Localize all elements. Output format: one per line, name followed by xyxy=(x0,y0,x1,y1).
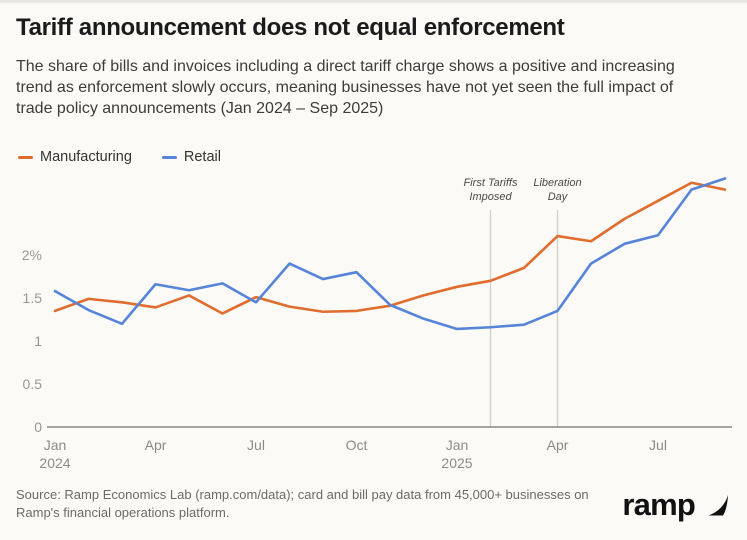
x-tick-label: Jan 2025 xyxy=(441,437,473,471)
y-tick-label: 0.5 xyxy=(22,376,42,392)
legend-label: Manufacturing xyxy=(40,149,132,165)
x-tick-label: Apr xyxy=(144,437,167,453)
series-line-retail xyxy=(53,177,727,331)
y-tick-label: 1 xyxy=(34,333,42,349)
manufacturing-line-swatch-icon xyxy=(18,155,33,159)
x-tick-label: Jul xyxy=(247,437,265,453)
header: Tariff announcement does not equal enfor… xyxy=(16,14,728,119)
x-tick-label: Oct xyxy=(345,437,368,453)
window-top-edge xyxy=(0,0,747,3)
annotation-label-line: First Tariffs xyxy=(463,177,518,189)
x-tick-label: Jan 2024 xyxy=(39,437,71,471)
legend-label: Retail xyxy=(183,149,221,165)
x-tick-year-label: 2025 xyxy=(441,454,473,471)
chart-subtitle: The share of bills and invoices includin… xyxy=(16,58,675,118)
y-tick-label: 0 xyxy=(34,419,42,435)
series-line-manufacturing xyxy=(53,181,727,315)
annotation-label: First Tariffs Imposed xyxy=(461,177,520,205)
y-tick-label: 1.5 xyxy=(22,290,42,306)
annotation-label: Liberation Day xyxy=(531,177,584,205)
x-tick-label: Jul xyxy=(649,437,667,453)
legend-item-manufacturing: Manufacturing xyxy=(18,149,132,165)
y-tick-label: 2% xyxy=(21,247,42,263)
legend-item-retail: Retail xyxy=(161,149,221,165)
annotation-label-line: Liberation xyxy=(533,177,582,189)
chart-legend: Manufacturing Retail xyxy=(18,149,221,165)
ramp-swoosh-icon xyxy=(708,495,728,516)
source-note: Source: Ramp Economics Lab (ramp.com/dat… xyxy=(16,487,589,520)
annotation-label-line: Day xyxy=(547,190,568,203)
annotation-label-line: Imposed xyxy=(469,190,512,203)
retail-line-swatch-icon xyxy=(161,155,177,159)
page-title: Tariff announcement does not equal enfor… xyxy=(16,14,565,41)
x-tick-year-label: 2024 xyxy=(39,454,71,471)
x-tick-label: Apr xyxy=(546,437,569,453)
ramp-logo-text: ramp xyxy=(622,487,695,522)
ramp-logo: ramp xyxy=(622,487,731,523)
